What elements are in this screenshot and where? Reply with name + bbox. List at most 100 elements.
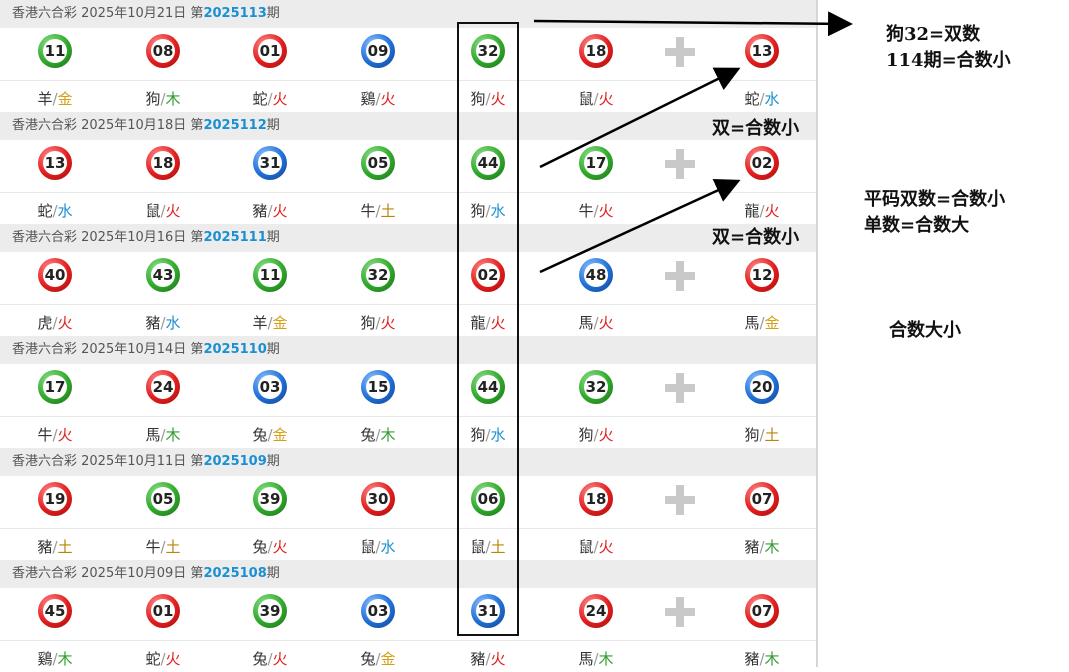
ball-number: 30 (367, 490, 389, 508)
draw-issue-number[interactable]: 2025111 (203, 230, 267, 245)
ball-number: 44 (477, 154, 499, 172)
zodiac-name: 豬 (744, 650, 760, 668)
zodiac-element-label: 豬/木 (732, 536, 792, 557)
number-ball: 18 (146, 146, 180, 180)
draw-issue-number[interactable]: 2025109 (203, 454, 267, 469)
ball-number: 32 (585, 378, 607, 396)
draw-header: 香港六合彩 2025年10月09日 第2025108期 (0, 560, 816, 588)
arrow-to-113-special (539, 67, 741, 169)
zodiac-name: 牛 (578, 202, 594, 220)
draw-issue-number[interactable]: 2025110 (203, 342, 267, 357)
plus-icon (665, 597, 695, 627)
special-number-ball: 20 (745, 370, 779, 404)
element-name: 火 (598, 314, 614, 332)
zodiac-element-label: 兔/木 (348, 424, 408, 445)
zodiac-name: 豬 (145, 314, 161, 332)
number-ball: 31 (253, 146, 287, 180)
zodiac-row: 牛/火 馬/木 兔/金 兔/木 狗/水 狗/火 狗/土 (0, 416, 816, 448)
ball-number: 43 (152, 266, 174, 284)
zodiac-name: 兔 (252, 426, 268, 444)
zodiac-name: 鼠 (578, 538, 594, 556)
draw-date-label: 香港六合彩 2025年10月16日 第 (12, 230, 204, 245)
ball-number: 18 (152, 154, 174, 172)
separator-slash: / (485, 314, 491, 332)
zodiac-name: 馬 (578, 650, 594, 668)
ball-number: 19 (44, 490, 66, 508)
element-name: 木 (57, 650, 73, 668)
separator-slash: / (267, 202, 273, 220)
separator-slash: / (759, 90, 765, 108)
draw-issue-number[interactable]: 2025113 (203, 6, 267, 21)
zodiac-name: 蛇 (145, 650, 161, 668)
zodiac-element-label: 蛇/火 (133, 648, 193, 669)
separator-slash: / (375, 314, 381, 332)
number-ball: 03 (253, 370, 287, 404)
zodiac-element-label: 羊/金 (25, 88, 85, 109)
draw-block: 香港六合彩 2025年10月09日 第2025108期 45 01 39 03 31 24 0… (0, 560, 816, 672)
ball-number: 02 (751, 154, 773, 172)
separator-slash: / (267, 650, 273, 668)
element-name: 土 (764, 426, 780, 444)
number-ball: 06 (471, 482, 505, 516)
separator-slash: / (759, 538, 765, 556)
draw-date-label: 香港六合彩 2025年10月18日 第 (12, 118, 204, 133)
zodiac-name: 蛇 (744, 90, 760, 108)
separator-slash: / (759, 202, 765, 220)
separator-slash: / (160, 426, 166, 444)
zodiac-element-label: 鼠/火 (566, 88, 626, 109)
zodiac-name: 羊 (252, 314, 268, 332)
number-ball: 39 (253, 594, 287, 628)
results-panel: 香港六合彩 2025年10月21日 第2025113 期 11 08 01 09 32 18 1… (0, 0, 818, 668)
zodiac-name: 虎 (37, 314, 53, 332)
number-ball: 31 (471, 594, 505, 628)
ball-number: 03 (367, 602, 389, 620)
number-ball: 40 (38, 258, 72, 292)
number-ball: 48 (579, 258, 613, 292)
element-name: 水 (380, 538, 396, 556)
ball-number: 05 (367, 154, 389, 172)
note-rule-line1: 平码双数=合数小 (864, 189, 1006, 210)
special-number-ball: 07 (745, 482, 779, 516)
note-composite-size: 合数大小 (889, 320, 961, 341)
note-dog32-line2: 114期=合数小 (886, 50, 1011, 71)
separator-slash: / (593, 314, 599, 332)
zodiac-name: 龍 (744, 202, 760, 220)
zodiac-name: 豬 (744, 538, 760, 556)
number-ball: 19 (38, 482, 72, 516)
special-number-ball: 13 (745, 34, 779, 68)
draw-issue-number[interactable]: 2025108 (203, 566, 267, 581)
element-name: 土 (165, 538, 181, 556)
separator-slash: / (52, 650, 58, 668)
separator-slash: / (52, 314, 58, 332)
zodiac-name: 鼠 (470, 538, 486, 556)
ball-number: 39 (259, 490, 281, 508)
element-name: 木 (764, 538, 780, 556)
note-rule-line2: 单数=合数大 (864, 215, 970, 236)
draw-issue-number[interactable]: 2025112 (203, 118, 267, 133)
plus-icon (665, 373, 695, 403)
draw-issue-suffix: 期 (266, 566, 280, 581)
number-ball: 43 (146, 258, 180, 292)
ball-number: 01 (152, 602, 174, 620)
number-ball: 11 (253, 258, 287, 292)
separator-slash: / (375, 650, 381, 668)
element-name: 火 (57, 314, 73, 332)
number-ball: 44 (471, 146, 505, 180)
number-ball: 39 (253, 482, 287, 516)
zodiac-name: 鷄 (360, 90, 376, 108)
draw-block: 香港六合彩 2025年10月14日 第2025110期 17 24 03 15 44 32 2… (0, 336, 816, 448)
zodiac-name: 鼠 (578, 90, 594, 108)
zodiac-element-label: 豬/水 (133, 312, 193, 333)
element-name: 木 (380, 426, 396, 444)
zodiac-name: 牛 (360, 202, 376, 220)
number-ball: 03 (361, 594, 395, 628)
element-name: 火 (165, 202, 181, 220)
draw-date-label: 香港六合彩 2025年10月21日 第 (12, 6, 204, 21)
zodiac-element-label: 羊/金 (240, 312, 300, 333)
balls-row: 11 08 01 09 32 18 13 (0, 28, 816, 80)
separator-slash: / (52, 538, 58, 556)
separator-slash: / (160, 90, 166, 108)
ball-number: 01 (259, 42, 281, 60)
separator-slash: / (485, 90, 491, 108)
ball-number: 39 (259, 602, 281, 620)
